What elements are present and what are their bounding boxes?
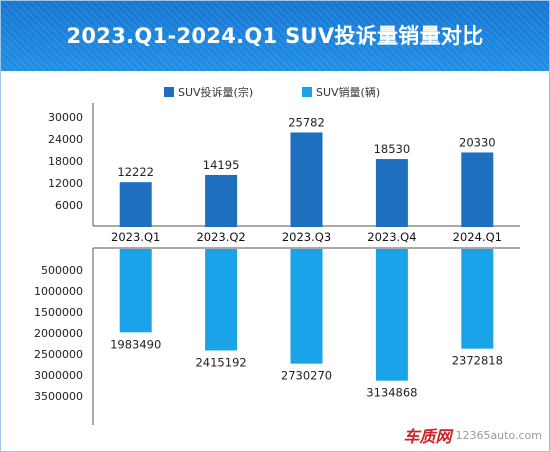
- category-label: 2023.Q4: [367, 230, 416, 244]
- sales-bar: [461, 249, 494, 349]
- sales-bar: [119, 249, 152, 333]
- complaints-data-label: 14195: [203, 158, 240, 172]
- complaints-data-label: 20330: [459, 135, 496, 149]
- legend-label-sales: SUV销量(辆): [316, 85, 380, 99]
- upper-y-tick-label: 12000: [48, 177, 83, 190]
- upper-y-tick-label: 30000: [48, 111, 83, 124]
- complaints-bar: [119, 182, 152, 227]
- complaints-bar: [461, 152, 494, 227]
- sales-data-label: 3134868: [366, 386, 417, 400]
- complaints-bar: [205, 174, 238, 227]
- sales-data-label: 2372818: [452, 354, 503, 368]
- legend-swatch-complaints: [164, 87, 174, 97]
- upper-y-tick-label: 6000: [55, 199, 83, 212]
- sales-data-label: 2730270: [281, 369, 332, 383]
- category-label: 2023.Q1: [111, 230, 160, 244]
- sales-bar: [290, 249, 323, 364]
- lower-y-tick-label: 3000000: [34, 369, 83, 382]
- upper-y-tick-label: 18000: [48, 155, 83, 168]
- complaints-bar: [375, 159, 408, 227]
- lower-y-tick-label: 2000000: [34, 327, 83, 340]
- lower-y-tick-label: 1000000: [34, 285, 83, 298]
- title-banner: 2023.Q1-2024.Q1 SUV投诉量销量对比: [1, 1, 549, 71]
- complaints-data-label: 25782: [288, 115, 325, 129]
- lower-y-tick-label: 2500000: [34, 348, 83, 361]
- complaints-bar: [290, 132, 323, 227]
- complaints-data-label: 12222: [117, 165, 154, 179]
- chart-title: 2023.Q1-2024.Q1 SUV投诉量销量对比: [66, 24, 484, 48]
- lower-y-tick-label: 500000: [41, 264, 83, 277]
- lower-y-tick-label: 3500000: [34, 390, 83, 403]
- watermark-brand: 车质网: [403, 427, 452, 446]
- sales-bar: [375, 249, 408, 381]
- sales-data-label: 2415192: [195, 355, 246, 369]
- legend-label-complaints: SUV投诉量(宗): [178, 85, 253, 99]
- category-label: 2024.Q1: [453, 230, 502, 244]
- sales-bar: [205, 249, 238, 351]
- legend-swatch-sales: [302, 87, 312, 97]
- category-label: 2023.Q2: [196, 230, 245, 244]
- watermark-url: 12365auto.com: [455, 428, 542, 442]
- sales-data-label: 1983490: [110, 337, 161, 351]
- lower-y-tick-label: 1500000: [34, 306, 83, 319]
- category-label: 2023.Q3: [282, 230, 331, 244]
- upper-y-tick-label: 24000: [48, 133, 83, 146]
- watermark: 车质网 12365auto.com: [403, 424, 542, 446]
- complaints-data-label: 18530: [374, 142, 411, 156]
